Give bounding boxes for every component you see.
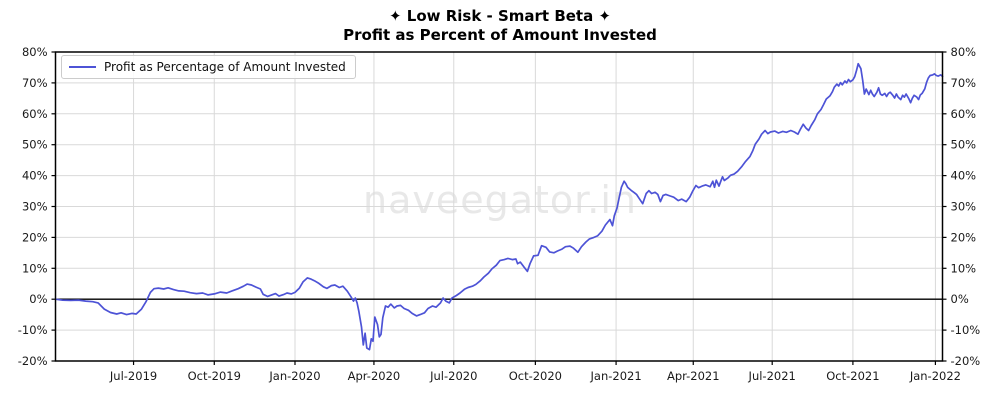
y-tick-label-left: 10% — [22, 261, 48, 275]
y-tick-label-left: 60% — [22, 107, 48, 121]
y-tick-label-right: 70% — [951, 76, 977, 90]
watermark-text: naveegator.in — [362, 178, 638, 222]
plot-frame — [54, 51, 944, 362]
y-tick-label-left: -20% — [18, 354, 48, 368]
y-tick-label-left: 30% — [22, 200, 48, 214]
y-tick-label-right: 50% — [951, 138, 977, 152]
y-tick-label-right: 60% — [951, 107, 977, 121]
x-tick-label: Jul-2020 — [429, 369, 477, 383]
y-tick-label-left: 40% — [22, 169, 48, 183]
y-tick-label-right: 0% — [951, 292, 969, 306]
y-tick-label-right: 40% — [951, 169, 977, 183]
x-tick-label: Oct-2020 — [509, 369, 562, 383]
y-tick-label-right: 30% — [951, 200, 977, 214]
x-tick-label: Jan-2021 — [590, 369, 642, 383]
profit-line — [54, 62, 944, 351]
x-tick-label: Apr-2020 — [348, 369, 401, 383]
y-tick-label-left: -10% — [18, 323, 48, 337]
y-tick-label-left: 20% — [22, 230, 48, 244]
chart-title: ✦ Low Risk - Smart Beta ✦ Profit as Perc… — [0, 7, 1000, 45]
chart-title-line2: Profit as Percent of Amount Invested — [343, 26, 657, 44]
y-tick-label-right: 80% — [951, 45, 977, 59]
legend-label: Profit as Percentage of Amount Invested — [104, 60, 346, 74]
legend-box: Profit as Percentage of Amount Invested — [61, 55, 356, 79]
x-tick-label: Apr-2021 — [667, 369, 720, 383]
chart-title-line1: ✦ Low Risk - Smart Beta ✦ — [388, 7, 612, 25]
y-tick-label-right: 10% — [951, 261, 977, 275]
y-tick-label-right: -20% — [951, 354, 981, 368]
y-tick-label-left: 70% — [22, 76, 48, 90]
y-tick-label-right: 20% — [951, 230, 977, 244]
x-tick-label: Oct-2021 — [826, 369, 879, 383]
y-tick-label-left: 80% — [22, 45, 48, 59]
y-tick-label-left: 0% — [29, 292, 47, 306]
x-tick-label: Jan-2020 — [268, 369, 320, 383]
x-tick-label: Oct-2019 — [188, 369, 241, 383]
y-tick-label-left: 50% — [22, 138, 48, 152]
x-tick-label: Jul-2019 — [109, 369, 157, 383]
y-tick-label-right: -10% — [951, 323, 981, 337]
x-tick-label: Jul-2021 — [748, 369, 796, 383]
legend-line-swatch-icon — [69, 66, 96, 68]
x-tick-label: Jan-2022 — [909, 369, 961, 383]
